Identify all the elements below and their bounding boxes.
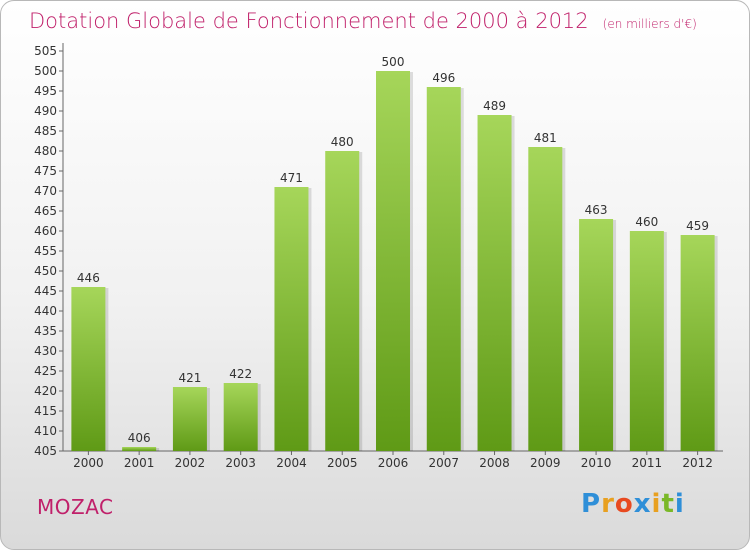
y-tick-label: 415 <box>34 404 57 418</box>
x-tick-label: 2005 <box>327 456 358 470</box>
commune-name: MOZAC <box>37 495 114 519</box>
bar-2009 <box>528 147 563 451</box>
data-label: 460 <box>635 215 658 229</box>
data-label: 500 <box>382 55 405 69</box>
data-label: 463 <box>585 203 608 217</box>
x-tick-label: 2007 <box>428 456 459 470</box>
data-label: 489 <box>483 99 506 113</box>
data-label: 471 <box>280 171 303 185</box>
y-tick-label: 460 <box>34 224 57 238</box>
y-tick-label: 440 <box>34 304 57 318</box>
y-tick-label: 425 <box>34 364 57 378</box>
y-tick-label: 465 <box>34 204 57 218</box>
x-tick-label: 2006 <box>378 456 409 470</box>
y-tick-label: 430 <box>34 344 57 358</box>
chart-unit-text: (en milliers d'€) <box>602 17 697 31</box>
data-label: 422 <box>229 367 252 381</box>
x-tick-label: 2008 <box>479 456 510 470</box>
x-tick-label: 2004 <box>276 456 307 470</box>
data-label: 480 <box>331 135 354 149</box>
x-tick-label: 2002 <box>175 456 206 470</box>
brand-letter: i <box>651 489 662 519</box>
bar-2005 <box>325 151 360 451</box>
data-label: 481 <box>534 131 557 145</box>
chart-title-text: Dotation Globale de Fonctionnement de 20… <box>29 9 589 33</box>
data-label: 406 <box>128 431 151 445</box>
data-label: 459 <box>686 219 709 233</box>
data-label: 446 <box>77 271 100 285</box>
x-tick-label: 2010 <box>581 456 612 470</box>
y-tick-label: 495 <box>34 84 57 98</box>
x-tick-label: 2012 <box>682 456 713 470</box>
y-tick-label: 445 <box>34 284 57 298</box>
brand-letter: t <box>661 489 675 519</box>
y-tick-label: 455 <box>34 244 57 258</box>
y-tick-label: 410 <box>34 424 57 438</box>
y-tick-label: 475 <box>34 164 57 178</box>
x-tick-label: 2011 <box>632 456 663 470</box>
bar-2006 <box>376 71 410 451</box>
chart-axes: 405 410 415 420 425 430 435 440 445 450 455 460 465 4… <box>34 43 723 470</box>
x-tick-label: 2009 <box>530 456 561 470</box>
y-tick-label: 450 <box>34 264 57 278</box>
y-tick-label: 405 <box>34 444 57 458</box>
y-tick-label: 490 <box>34 104 57 118</box>
chart-bars <box>71 71 718 451</box>
x-tick-label: 2001 <box>124 456 155 470</box>
bar-2001 <box>122 447 157 451</box>
bar-2004 <box>274 187 309 451</box>
y-tick-label: 420 <box>34 384 57 398</box>
brand-letter: o <box>614 489 634 519</box>
y-tick-label: 485 <box>34 124 57 138</box>
brand-letter: r <box>601 489 615 519</box>
y-tick-label: 500 <box>34 64 57 78</box>
bar-2010 <box>579 219 614 451</box>
y-tick-label: 435 <box>34 324 57 338</box>
bar-2003 <box>223 383 258 451</box>
bar-2002 <box>172 387 207 451</box>
x-tick-label: 2000 <box>73 456 104 470</box>
y-tick-label: 470 <box>34 184 57 198</box>
y-tick-label: 480 <box>34 144 57 158</box>
bar-2008 <box>477 115 512 451</box>
bar-2012 <box>680 235 715 451</box>
bar-2007 <box>426 87 461 451</box>
y-tick-label: 505 <box>34 44 57 58</box>
brand-letter: x <box>633 489 652 519</box>
brand-letter: P <box>581 489 602 519</box>
brand-logo: Proxiti <box>581 489 685 519</box>
x-tick-label: 2003 <box>225 456 256 470</box>
data-label: 496 <box>432 71 455 85</box>
bar-2011 <box>629 231 664 451</box>
chart-title: Dotation Globale de Fonctionnement de 20… <box>29 9 697 33</box>
brand-letter: i <box>674 489 685 519</box>
chart-data-labels: 446 406 421 422 471 480 500 496 489 481 463 460 459 <box>77 55 709 445</box>
bar-2000 <box>71 287 106 451</box>
data-label: 421 <box>178 371 201 385</box>
